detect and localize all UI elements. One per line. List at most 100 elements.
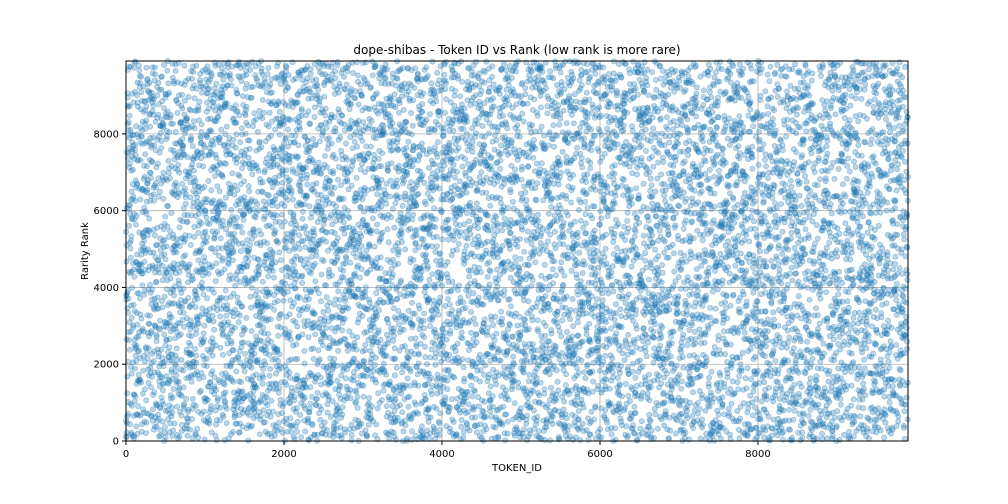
- scatter-point: [366, 243, 373, 250]
- scatter-point: [428, 346, 435, 353]
- scatter-point: [233, 368, 240, 375]
- scatter-point: [137, 73, 144, 80]
- scatter-point: [209, 335, 216, 342]
- scatter-point: [143, 163, 150, 170]
- scatter-point: [125, 119, 132, 126]
- scatter-point: [432, 216, 439, 223]
- scatter-point: [506, 296, 513, 303]
- scatter-point: [126, 319, 133, 326]
- scatter-point: [275, 332, 282, 339]
- scatter-point: [422, 200, 429, 207]
- scatter-point: [284, 84, 291, 91]
- scatter-point: [469, 143, 476, 150]
- scatter-point: [248, 94, 255, 101]
- scatter-point: [322, 105, 329, 112]
- scatter-point: [316, 101, 323, 108]
- scatter-point: [377, 265, 384, 272]
- scatter-point: [428, 374, 435, 381]
- scatter-point: [339, 404, 346, 411]
- scatter-point: [196, 98, 203, 105]
- scatter-point: [378, 396, 385, 403]
- scatter-point: [303, 230, 310, 237]
- scatter-point: [151, 232, 158, 239]
- scatter-point: [307, 71, 314, 78]
- scatter-point: [323, 164, 330, 171]
- scatter-point: [279, 145, 286, 152]
- scatter-point: [319, 342, 326, 349]
- scatter-point: [377, 254, 384, 261]
- scatter-point: [504, 430, 511, 437]
- scatter-point: [416, 153, 423, 160]
- scatter-point: [161, 251, 168, 258]
- scatter-point: [410, 97, 417, 104]
- scatter-point: [180, 285, 187, 292]
- scatter-point: [239, 303, 246, 310]
- scatter-point: [254, 287, 261, 294]
- scatter-point: [501, 287, 508, 294]
- scatter-point: [385, 239, 392, 246]
- scatter-point: [229, 257, 236, 264]
- scatter-point: [168, 314, 175, 321]
- scatter-point: [296, 294, 303, 301]
- scatter-point: [178, 304, 185, 311]
- scatter-point: [216, 188, 223, 195]
- scatter-point: [158, 137, 165, 144]
- scatter-point: [294, 418, 301, 425]
- scatter-point: [490, 81, 497, 88]
- scatter-point: [225, 261, 232, 268]
- scatter-point: [391, 355, 398, 362]
- scatter-point: [232, 144, 239, 151]
- scatter-point: [267, 81, 274, 88]
- scatter-point: [131, 273, 138, 280]
- scatter-point: [315, 159, 322, 166]
- scatter-point: [215, 209, 222, 216]
- scatter-point: [129, 146, 136, 153]
- scatter-point: [133, 309, 140, 316]
- scatter-point: [502, 387, 509, 394]
- scatter-point: [247, 67, 254, 74]
- scatter-point: [481, 316, 488, 323]
- scatter-point: [387, 193, 394, 200]
- scatter-point: [408, 436, 415, 443]
- scatter-point: [244, 263, 251, 270]
- scatter-point: [132, 258, 139, 265]
- scatter-point: [450, 161, 457, 168]
- scatter-point: [321, 419, 328, 426]
- scatter-point: [331, 230, 338, 237]
- scatter-point: [474, 225, 481, 232]
- scatter-point: [486, 259, 493, 266]
- scatter-point: [131, 146, 138, 153]
- scatter-point: [403, 118, 410, 125]
- scatter-point: [158, 144, 165, 151]
- scatter-point: [461, 221, 468, 228]
- scatter-point: [127, 400, 134, 407]
- scatter-point: [233, 214, 240, 221]
- scatter-point: [489, 95, 496, 102]
- scatter-point: [390, 332, 397, 339]
- scatter-point: [431, 160, 438, 167]
- scatter-point: [136, 260, 143, 267]
- scatter-point: [129, 148, 136, 155]
- scatter-point: [358, 233, 365, 240]
- scatter-point: [234, 186, 241, 193]
- scatter-point: [466, 218, 473, 225]
- scatter-point: [136, 295, 143, 302]
- scatter-point: [128, 431, 135, 438]
- scatter-point: [318, 406, 325, 413]
- scatter-point: [130, 322, 137, 329]
- scatter-point: [172, 67, 179, 74]
- scatter-point: [277, 310, 284, 317]
- scatter-point: [383, 371, 390, 378]
- scatter-point: [366, 394, 373, 401]
- scatter-point: [282, 280, 289, 287]
- scatter-point: [299, 215, 306, 222]
- scatter-point: [274, 346, 281, 353]
- scatter-point: [144, 186, 151, 193]
- scatter-point: [464, 118, 471, 125]
- scatter-point: [153, 278, 160, 285]
- scatter-point: [392, 396, 399, 403]
- scatter-point: [288, 389, 295, 396]
- scatter-point: [249, 123, 256, 130]
- scatter-point: [125, 295, 132, 302]
- scatter-point: [409, 299, 416, 306]
